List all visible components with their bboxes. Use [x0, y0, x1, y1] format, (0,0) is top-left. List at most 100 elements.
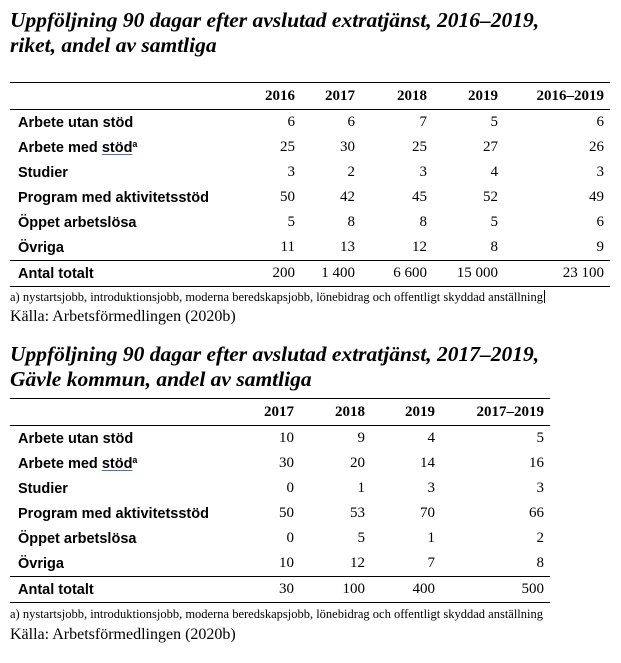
cell: 8 [419, 214, 428, 230]
cell: 8 [490, 239, 499, 255]
cell: 45 [412, 189, 427, 205]
cell: 25 [280, 139, 295, 155]
table-row: Övriga 11 13 12 8 9 [10, 235, 610, 261]
table-row: Studier 3 2 3 4 3 [10, 160, 610, 185]
table-row: Arbete utan stöd 6 6 7 5 6 [10, 110, 610, 136]
footnote-marker: a [132, 139, 138, 149]
total-cell: 1 400 [301, 260, 361, 287]
cell: 0 [286, 530, 295, 546]
total-cell: 400 [371, 576, 441, 603]
table2-title-line2: Gävle kommun, andel av samtliga [10, 367, 312, 391]
total-cell: 23 100 [504, 260, 610, 287]
row-label: Program med aktivitetsstöd [18, 505, 209, 522]
cell: 2 [347, 164, 356, 180]
table2-header: 2018 [300, 398, 371, 426]
total-cell: 200 [237, 260, 301, 287]
table1-header: 2019 [433, 82, 504, 110]
cell: 14 [420, 455, 435, 471]
cell: 27 [483, 139, 498, 155]
table1-title: Uppföljning 90 dagar efter avslutad extr… [10, 8, 539, 58]
table-row: Program med aktivitetsstöd 50 53 70 66 [10, 501, 550, 526]
table1-header-blank [10, 82, 237, 110]
row-label: Arbete utan stöd [18, 114, 134, 131]
table-row: Arbete utan stöd 10 9 4 5 [10, 426, 550, 452]
row-label: Studier [18, 164, 68, 181]
cell: 5 [357, 530, 366, 546]
total-label: Antal totalt [10, 260, 237, 287]
footnote-text: a) nystartsjobb, introduktionsjobb, mode… [10, 290, 544, 304]
table2-header: 2017 [236, 398, 300, 426]
cell: 10 [279, 430, 294, 446]
row-label: Övriga [18, 555, 64, 572]
cell: 12 [350, 555, 365, 571]
text-cursor [544, 290, 546, 303]
row-label-stod: stöd [101, 456, 133, 472]
cell: 13 [340, 239, 355, 255]
total-label: Antal totalt [10, 576, 236, 603]
cell: 9 [357, 430, 366, 446]
cell: 7 [419, 114, 428, 130]
total-cell: 30 [236, 576, 300, 603]
total-cell: 6 600 [361, 260, 433, 287]
cell: 2 [536, 530, 545, 546]
row-label: Övriga [18, 239, 64, 256]
cell: 5 [287, 214, 296, 230]
table-row: Program med aktivitetsstöd 50 42 45 52 4… [10, 185, 610, 210]
cell: 26 [589, 139, 604, 155]
total-cell: 100 [300, 576, 371, 603]
cell: 10 [279, 555, 294, 571]
cell: 30 [340, 139, 355, 155]
row-label: Arbete utan stöd [18, 430, 134, 447]
cell: 5 [536, 430, 545, 446]
cell: 42 [340, 189, 355, 205]
table2-header-row: 2017 2018 2019 2017–2019 [10, 398, 550, 426]
cell: 4 [427, 430, 436, 446]
table1-header: 2018 [361, 82, 433, 110]
row-label-stod: stöd [101, 140, 133, 156]
cell: 3 [419, 164, 428, 180]
row-label: Arbete med stöda [10, 135, 237, 160]
total-row: Antal totalt 30 100 400 500 [10, 576, 550, 603]
table2-title: Uppföljning 90 dagar efter avslutad extr… [10, 342, 539, 392]
footnote-marker: a [132, 455, 138, 465]
cell: 1 [427, 530, 436, 546]
cell: 8 [536, 555, 545, 571]
row-label: Arbete med stöda [10, 451, 236, 476]
cell: 66 [529, 505, 544, 521]
total-cell: 15 000 [433, 260, 504, 287]
table1-header: 2017 [301, 82, 361, 110]
table2: 2017 2018 2019 2017–2019 Arbete utan stö… [10, 398, 550, 603]
table2-header: 2019 [371, 398, 441, 426]
cell: 9 [596, 239, 605, 255]
cell: 0 [286, 480, 295, 496]
table1-source: Källa: Arbetsförmedlingen (2020b) [10, 308, 236, 325]
cell: 20 [350, 455, 365, 471]
cell: 52 [483, 189, 498, 205]
cell: 16 [529, 455, 544, 471]
total-cell: 500 [441, 576, 550, 603]
cell: 49 [589, 189, 604, 205]
table-row: Studier 0 1 3 3 [10, 476, 550, 501]
cell: 6 [347, 114, 356, 130]
table2-title-line1: Uppföljning 90 dagar efter avslutad extr… [10, 342, 540, 366]
cell: 70 [420, 505, 435, 521]
cell: 1 [357, 480, 366, 496]
table1-title-line2: riket, andel av samtliga [10, 33, 217, 57]
row-label-prefix: Arbete med [18, 456, 102, 472]
cell: 12 [412, 239, 427, 255]
table1: 2016 2017 2018 2019 2016–2019 Arbete uta… [10, 82, 610, 287]
cell: 11 [280, 239, 295, 255]
row-label: Öppet arbetslösa [18, 214, 137, 231]
table1-footnote: a) nystartsjobb, introduktionsjobb, mode… [10, 290, 546, 305]
cell: 3 [536, 480, 545, 496]
total-row: Antal totalt 200 1 400 6 600 15 000 23 1… [10, 260, 610, 287]
cell: 3 [596, 164, 605, 180]
cell: 7 [427, 555, 436, 571]
cell: 6 [596, 214, 605, 230]
row-label: Studier [18, 480, 68, 497]
table1-header: 2016–2019 [504, 82, 610, 110]
table1-header: 2016 [237, 82, 301, 110]
cell: 3 [287, 164, 296, 180]
table1-title-line1: Uppföljning 90 dagar efter avslutad extr… [10, 8, 540, 32]
cell: 8 [347, 214, 356, 230]
